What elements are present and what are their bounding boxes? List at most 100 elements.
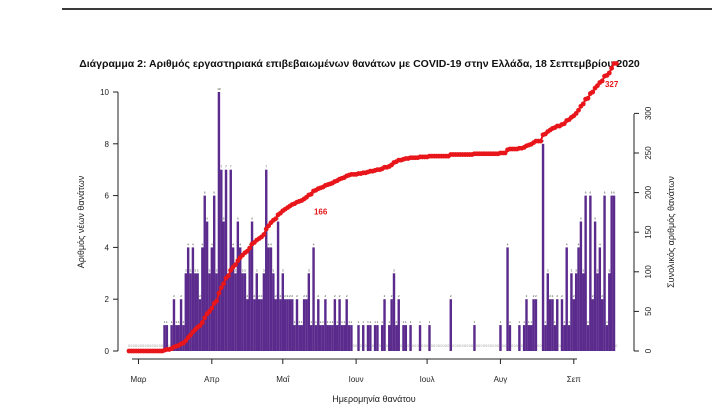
zero-label: 0	[469, 344, 471, 348]
bar-value-label: 1	[358, 320, 360, 324]
bar-value-label: 3	[235, 268, 237, 272]
bar	[250, 221, 254, 351]
bar	[449, 299, 452, 351]
bar-value-label: 4	[268, 242, 270, 246]
zero-label: 0	[379, 344, 381, 348]
zero-label: 0	[436, 344, 438, 348]
zero-label: 0	[154, 344, 156, 348]
bar	[362, 325, 365, 351]
bar	[508, 325, 512, 351]
bar-value-label: 1	[410, 320, 412, 324]
bar-value-label: 2	[339, 294, 341, 298]
bar	[305, 299, 308, 351]
zero-label: 0	[168, 344, 170, 348]
bar	[265, 169, 268, 351]
bar-value-label: 1	[322, 320, 324, 324]
zero-label: 0	[457, 344, 459, 348]
x-tick-label: Ιουν	[349, 375, 364, 384]
bar-value-label: 1	[606, 320, 608, 324]
bar-value-label: 1	[377, 320, 379, 324]
bar	[584, 195, 587, 351]
bar-value-label: 3	[209, 268, 211, 272]
zero-label: 0	[471, 344, 473, 348]
zero-label: 0	[485, 344, 487, 348]
zero-label: 0	[161, 344, 163, 348]
bar	[203, 195, 206, 351]
bar-value-label: 1	[530, 320, 532, 324]
cumulative-point	[199, 320, 205, 325]
bar	[404, 325, 408, 351]
cumulative-point	[590, 89, 596, 95]
bar	[293, 325, 296, 351]
zero-label: 0	[353, 344, 355, 348]
bar-value-label: 2	[261, 294, 263, 298]
zero-label: 0	[140, 344, 142, 348]
x-tick-label: Ιουλ	[420, 375, 435, 384]
zero-label: 0	[559, 344, 561, 348]
zero-label: 0	[156, 344, 158, 348]
bar	[229, 169, 232, 351]
bar	[165, 325, 169, 351]
zero-label: 0	[440, 344, 442, 348]
bar-value-label: 6	[585, 191, 587, 195]
bar	[241, 273, 244, 351]
bar	[331, 325, 334, 351]
bar-value-label: 2	[384, 294, 386, 298]
bar-value-label: 1	[367, 320, 369, 324]
bar	[605, 325, 609, 351]
bar	[392, 273, 396, 351]
cumulative-point	[202, 315, 208, 321]
bar-value-label: 3	[282, 268, 284, 272]
right-tick-label: 200	[644, 185, 653, 199]
bar	[556, 299, 559, 351]
bar	[227, 273, 230, 351]
bar-value-label: 6	[213, 191, 215, 195]
bar-value-label: 3	[244, 268, 246, 272]
x-tick-label: Αυγ	[494, 375, 508, 384]
zero-label: 0	[360, 344, 362, 348]
bar	[565, 247, 568, 351]
bar	[272, 273, 275, 351]
bar-value-label: 4	[187, 242, 189, 246]
bar-value-label: 2	[306, 294, 308, 298]
zero-label: 0	[159, 344, 161, 348]
zero-label: 0	[521, 344, 523, 348]
cumulative-annotation: 166	[314, 208, 328, 217]
zero-label: 0	[400, 344, 402, 348]
bar-value-label: 5	[580, 217, 582, 221]
bar-value-label: 1	[563, 320, 565, 324]
bar	[319, 325, 322, 351]
bar-value-label: 3	[272, 268, 274, 272]
bar	[357, 325, 360, 351]
bar-value-label: 2	[284, 294, 286, 298]
bar	[262, 273, 266, 351]
bar	[418, 325, 422, 351]
cumulative-point	[233, 262, 238, 268]
annotations: 166 327	[314, 80, 619, 217]
zero-label: 0	[424, 344, 426, 348]
bar-value-label: 2	[287, 294, 289, 298]
zero-label: 0	[365, 344, 367, 348]
bar-value-label: 2	[556, 294, 558, 298]
bar	[506, 247, 509, 351]
bar	[291, 299, 294, 351]
bar-value-label: 4	[566, 242, 568, 246]
bar	[281, 273, 285, 351]
bar	[388, 325, 391, 351]
cumulative-point	[585, 95, 591, 101]
zero-label: 0	[431, 344, 433, 348]
bar-value-label: 3	[263, 268, 265, 272]
bar	[598, 247, 602, 351]
bar	[184, 273, 188, 351]
bars	[163, 92, 616, 351]
bar-value-label: 7	[225, 165, 227, 169]
zero-label: 0	[443, 344, 445, 348]
zero-label: 0	[497, 344, 499, 348]
zero-label: 0	[137, 344, 139, 348]
zero-label: 0	[540, 344, 542, 348]
bar-value-label: 3	[547, 268, 549, 272]
bar	[376, 325, 379, 351]
bar	[518, 325, 521, 351]
bar	[312, 247, 315, 351]
bar-value-label: 2	[199, 294, 201, 298]
